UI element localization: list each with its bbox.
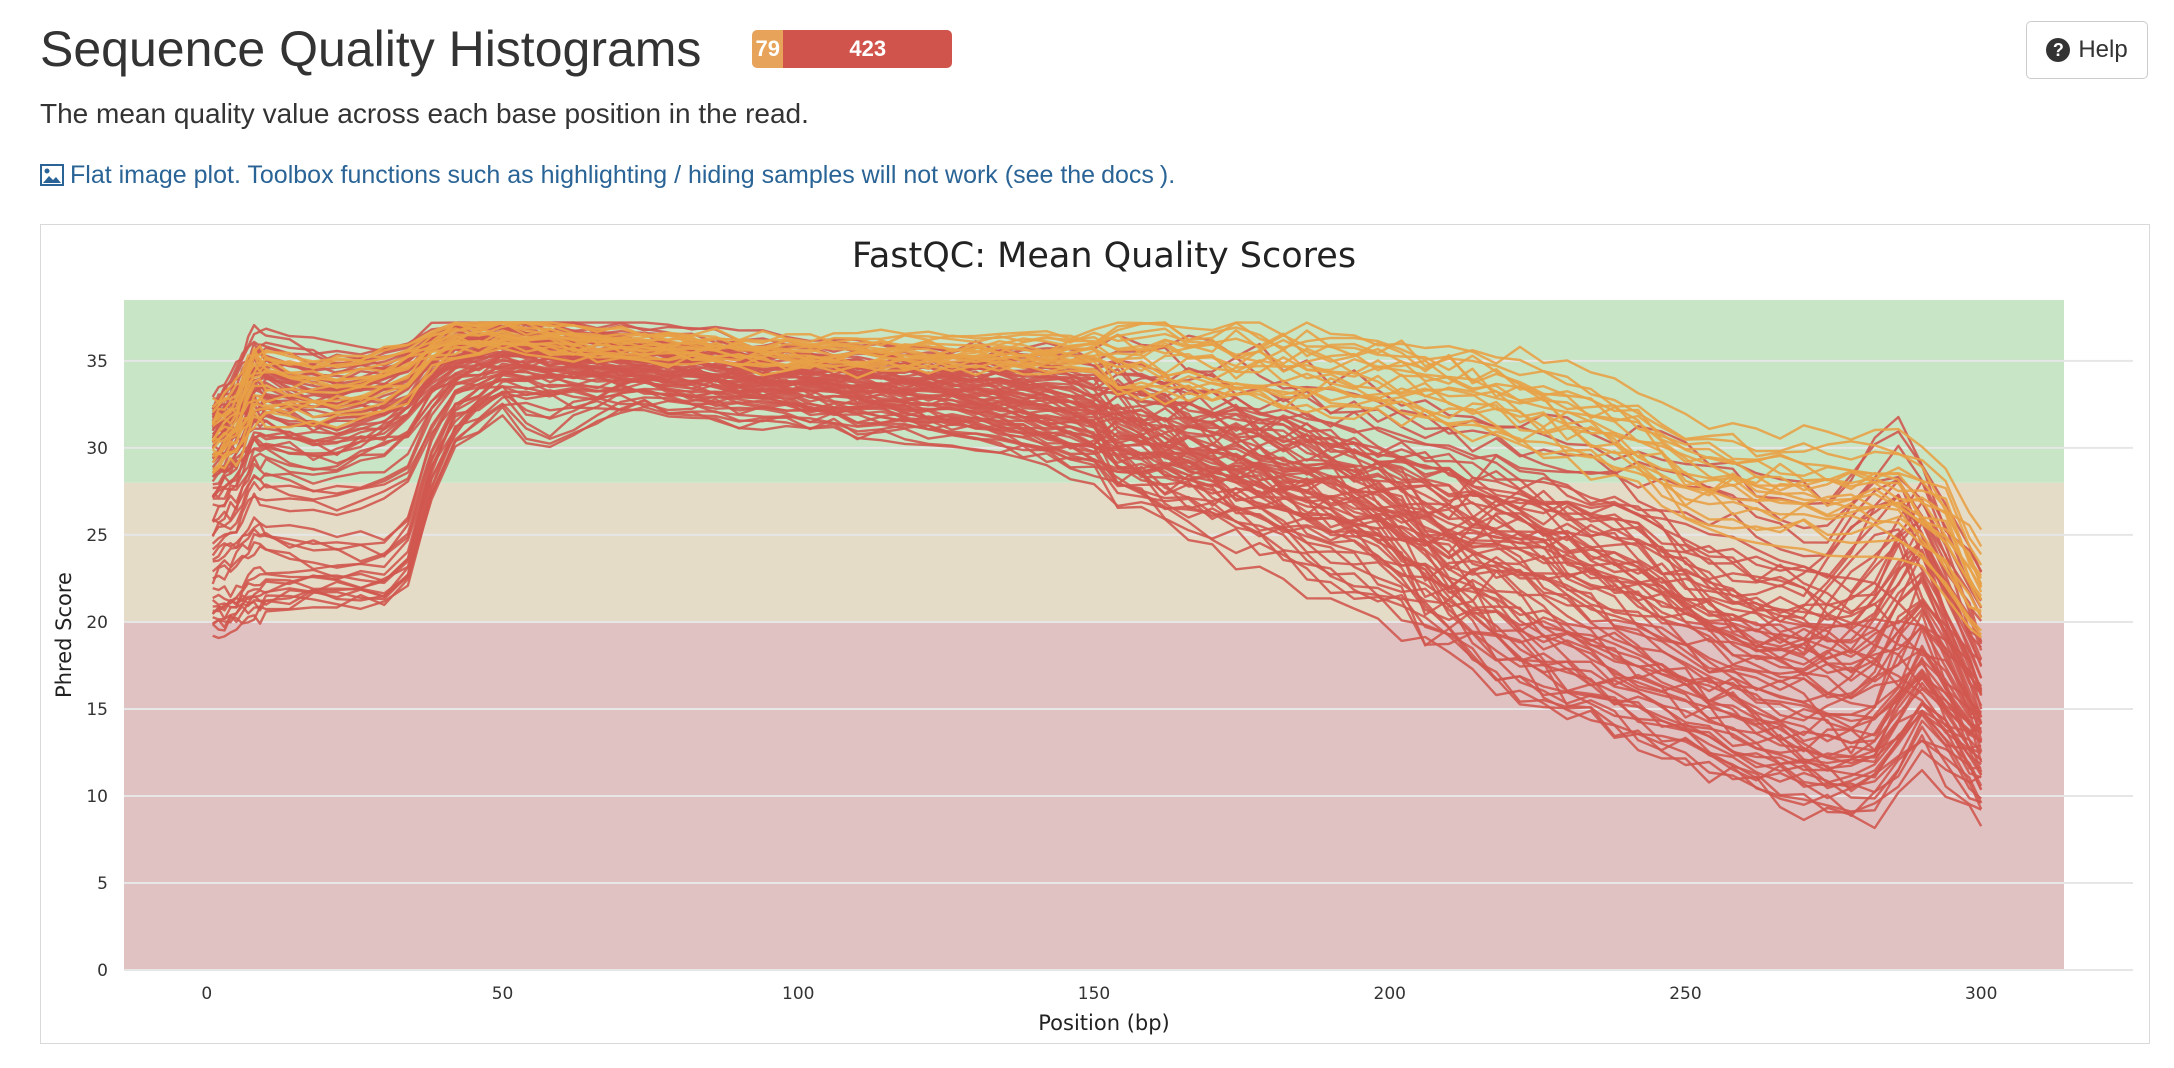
series-line-warn <box>211 321 1983 587</box>
x-tick-label: 200 <box>1374 984 1406 1004</box>
y-tick-label: 25 <box>86 526 108 546</box>
status-bar[interactable]: 79 423 <box>752 30 952 68</box>
series-line-fail <box>211 362 1983 643</box>
x-tick-label: 100 <box>782 984 814 1004</box>
y-tick-label: 20 <box>86 613 108 633</box>
chart-title: FastQC: Mean Quality Scores <box>852 236 1356 276</box>
question-circle-icon: ? <box>2046 38 2071 62</box>
series-line-fail <box>211 341 1983 758</box>
status-segment-fail[interactable]: 423 <box>783 30 952 68</box>
image-icon <box>40 164 64 186</box>
series-line-fail <box>211 398 1983 743</box>
y-tick-label: 15 <box>86 700 108 720</box>
x-tick-label: 250 <box>1669 984 1701 1004</box>
series-line-fail <box>212 373 1983 733</box>
series-line-warn <box>211 342 1983 632</box>
y-tick-label: 30 <box>86 439 108 459</box>
x-tick-label: 150 <box>1078 984 1110 1004</box>
series-line-warn <box>212 339 1983 601</box>
series-line-fail <box>211 383 1983 714</box>
y-tick-label: 5 <box>97 874 108 894</box>
series-line-fail <box>211 321 1982 662</box>
series-line-fail <box>211 363 1983 804</box>
flat-plot-note-suffix: ). <box>1159 161 1176 189</box>
series-line-warn <box>211 321 1983 556</box>
x-tick-label: 50 <box>492 984 514 1004</box>
series-line-fail <box>212 340 1983 718</box>
series-line-fail <box>212 377 1983 688</box>
series-line-fail <box>212 390 1983 722</box>
series-line-fail <box>212 339 1983 725</box>
series-line-fail <box>212 327 1983 724</box>
plot-panel: 0 5 10 15 20 25 30 35 0 50 100 150 200 250 300 FastQC: … <box>40 224 2150 1044</box>
x-tick-label: 0 <box>201 984 212 1004</box>
series-line-warn <box>211 329 1983 608</box>
y-tick-label: 35 <box>86 352 108 372</box>
help-button[interactable]: ? Help <box>2026 21 2148 79</box>
x-tick-label: 300 <box>1965 984 1997 1004</box>
series-line-warn <box>211 334 1983 580</box>
series-line-fail <box>212 367 1983 700</box>
docs-link[interactable]: docs <box>1101 161 1154 189</box>
help-button-label: Help <box>2078 36 2128 63</box>
mean-quality-chart: 0 5 10 15 20 25 30 35 0 50 100 150 200 250 300 FastQC: … <box>52 236 2133 1035</box>
status-segment-warn[interactable]: 79 <box>752 30 784 68</box>
x-axis-label: Position (bp) <box>1038 1011 1170 1035</box>
series-line-warn <box>212 321 1983 531</box>
flat-plot-note: Flat image plot. Toolbox functions such … <box>40 158 1175 192</box>
y-axis-label: Phred Score <box>52 572 76 698</box>
section-description: The mean quality value across each base … <box>40 98 809 129</box>
flat-plot-note-text: Flat image plot. Toolbox functions such … <box>70 161 1096 189</box>
y-tick-label: 0 <box>97 961 108 981</box>
y-tick-label: 10 <box>86 787 108 807</box>
page-title: Sequence Quality Histograms <box>40 21 702 77</box>
series-line-warn <box>211 333 1982 612</box>
series-line-warn <box>211 321 1983 547</box>
